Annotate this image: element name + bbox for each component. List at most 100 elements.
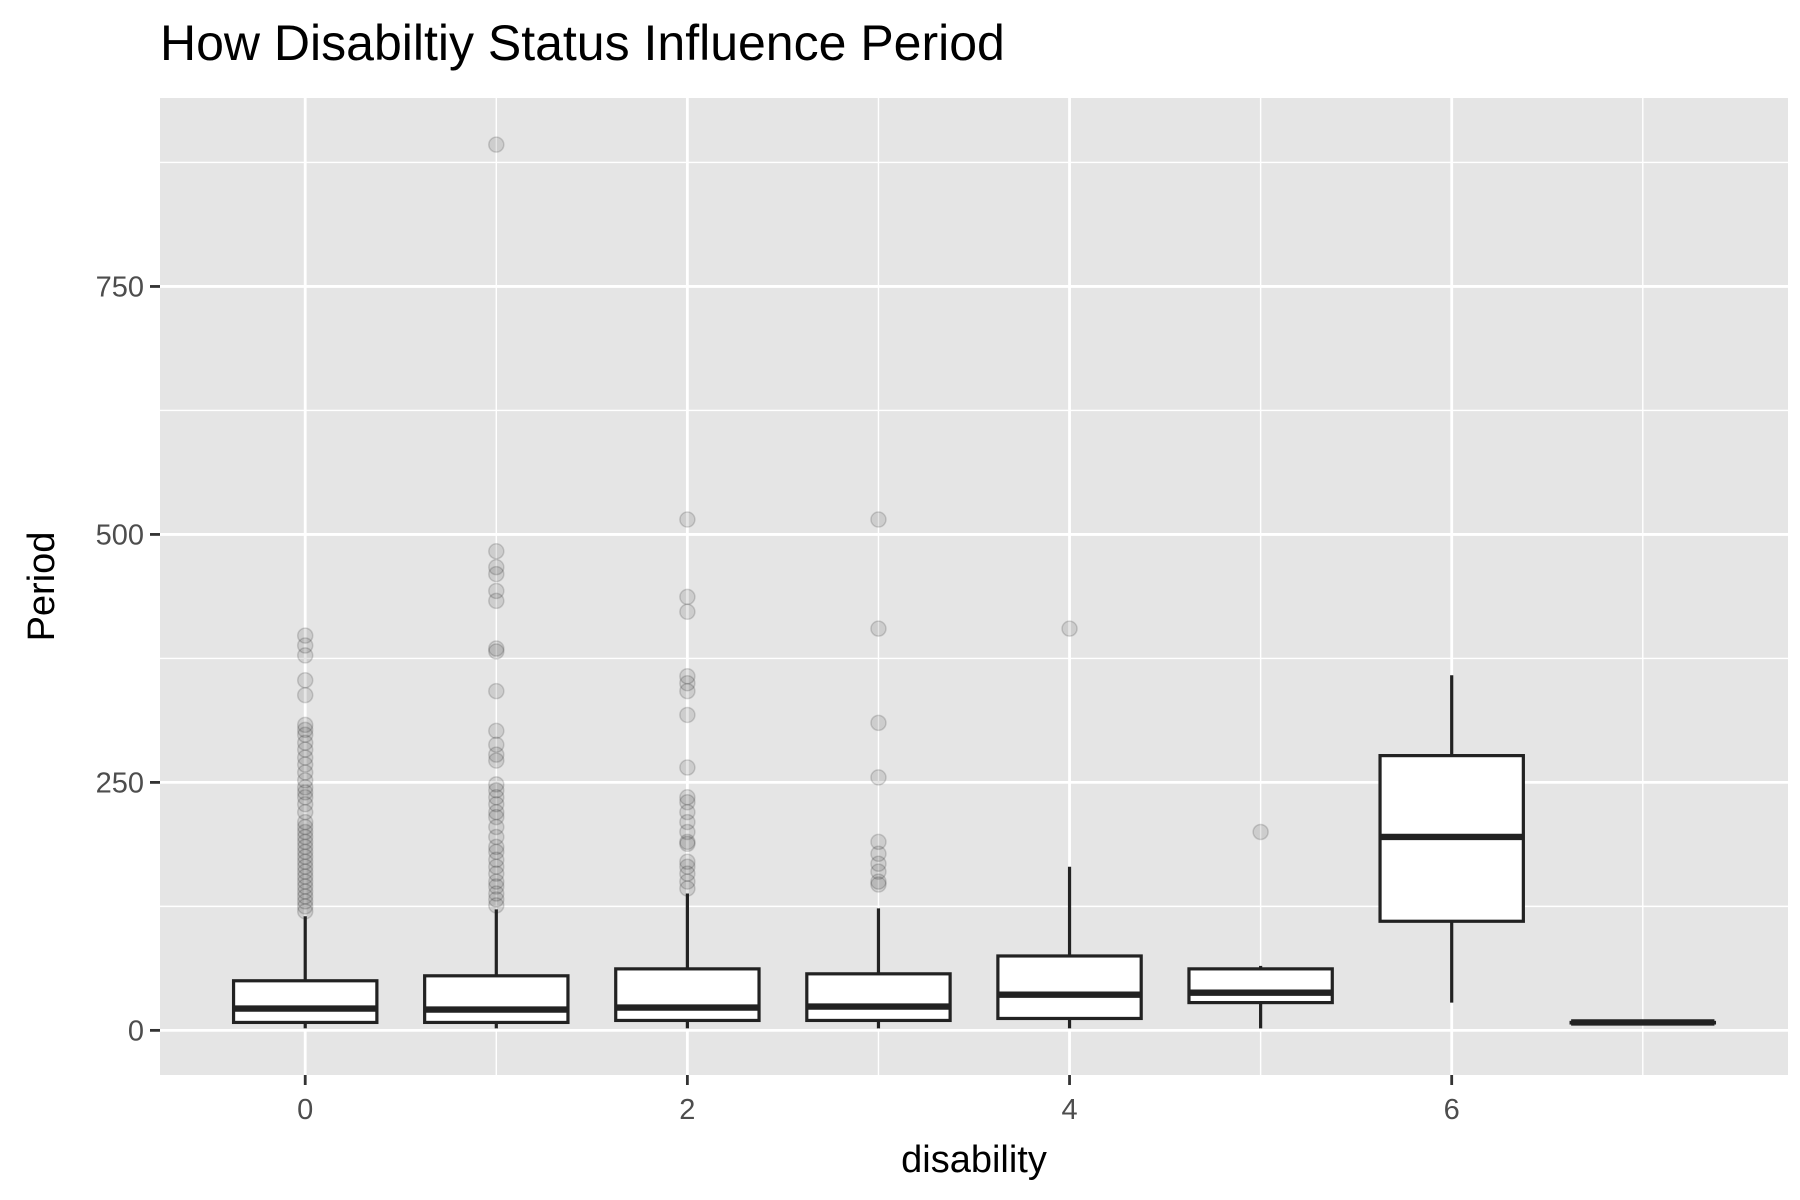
outlier-point	[296, 853, 314, 870]
outlier-point	[679, 873, 696, 890]
outlier-point	[296, 779, 314, 796]
outlier-point	[296, 647, 314, 664]
outlier-point	[296, 838, 314, 856]
outlier-point	[296, 756, 314, 773]
x-axis: 0 2 4 6	[297, 1075, 1460, 1126]
outlier-point	[679, 823, 696, 841]
outlier-point	[488, 543, 505, 560]
outlier-point	[296, 803, 314, 821]
outlier-point	[870, 863, 887, 880]
outlier-point	[488, 858, 505, 875]
x-tick-label: 6	[1444, 1094, 1460, 1126]
outlier-point	[870, 876, 887, 893]
outlier-point	[488, 736, 505, 753]
chart-title: How Disabiltiy Status Influence Period	[160, 15, 1005, 71]
outlier-point	[679, 682, 696, 700]
outlier-points	[296, 136, 1269, 920]
outlier-point	[296, 883, 314, 900]
box-3	[805, 908, 952, 1029]
box-7	[1569, 1019, 1717, 1026]
y-tick-label: 250	[96, 767, 144, 799]
outlier-point	[488, 865, 505, 882]
outlier-point	[488, 789, 505, 806]
outlier-point	[296, 671, 314, 689]
outlier-point	[488, 136, 505, 153]
outlier-point	[296, 772, 314, 789]
outlier-point	[488, 558, 505, 576]
outlier-point	[488, 838, 505, 856]
outlier-point	[296, 823, 314, 841]
box-iqr	[1187, 967, 1334, 1005]
box-iqr	[996, 954, 1143, 1021]
outlier-point	[488, 843, 505, 861]
outlier-point	[296, 721, 314, 739]
outlier-point	[870, 511, 887, 528]
outlier-point	[870, 620, 887, 637]
outlier-point	[296, 741, 314, 758]
outlier-point	[296, 878, 314, 895]
outlier-point	[870, 873, 887, 890]
outlier-point	[1252, 823, 1269, 841]
outlier-point	[488, 873, 505, 890]
outlier-point	[296, 868, 314, 885]
grid-minor	[160, 98, 1788, 1075]
outlier-point	[296, 789, 314, 806]
outlier-point	[488, 851, 505, 869]
outlier-point	[679, 813, 696, 831]
outlier-point	[679, 833, 696, 851]
outlier-point	[488, 643, 505, 660]
box-iqr	[614, 967, 761, 1023]
box-5	[1187, 965, 1334, 1029]
outlier-point	[679, 759, 696, 776]
outlier-point	[870, 769, 887, 786]
outlier-point	[296, 828, 314, 846]
outlier-point	[679, 803, 696, 821]
outlier-point	[296, 848, 314, 866]
outlier-point	[488, 582, 505, 600]
box-6	[1378, 675, 1525, 1003]
outlier-point	[296, 716, 314, 734]
box-0	[231, 916, 379, 1029]
outlier-point	[679, 835, 696, 853]
box-iqr	[423, 974, 570, 1025]
outlier-point	[1061, 620, 1078, 637]
outlier-point	[679, 858, 696, 875]
x-tick-label: 2	[679, 1094, 695, 1126]
outlier-point	[870, 714, 887, 732]
y-axis-title: Period	[21, 532, 63, 642]
outlier-point	[296, 833, 314, 851]
outlier-point	[488, 885, 505, 902]
plot-panel	[160, 98, 1788, 1075]
outlier-point	[488, 795, 505, 813]
outlier-point	[296, 734, 314, 751]
outlier-point	[488, 565, 505, 583]
boxes	[231, 675, 1717, 1029]
outlier-point	[296, 627, 314, 644]
outlier-point	[679, 668, 696, 685]
outlier-point	[488, 640, 505, 657]
outlier-point	[679, 511, 696, 528]
outlier-point	[488, 592, 505, 610]
outlier-point	[679, 706, 696, 724]
box-iqr	[805, 972, 952, 1023]
outlier-point	[296, 813, 314, 831]
outlier-point	[488, 891, 505, 908]
box-1	[423, 909, 570, 1029]
outlier-point	[679, 588, 696, 606]
outlier-point	[679, 603, 696, 621]
outlier-point	[679, 853, 696, 870]
x-tick-label: 0	[297, 1094, 313, 1126]
outlier-point	[679, 793, 696, 811]
box-2	[614, 893, 761, 1029]
outlier-point	[296, 843, 314, 861]
outlier-point	[296, 873, 314, 890]
outlier-point	[296, 858, 314, 875]
outlier-point	[488, 878, 505, 895]
outlier-point	[679, 865, 696, 882]
outlier-point	[296, 888, 314, 905]
outlier-point	[488, 776, 505, 793]
x-axis-title: disability	[901, 1139, 1047, 1181]
outlier-point	[870, 845, 887, 863]
outlier-point	[488, 752, 505, 769]
